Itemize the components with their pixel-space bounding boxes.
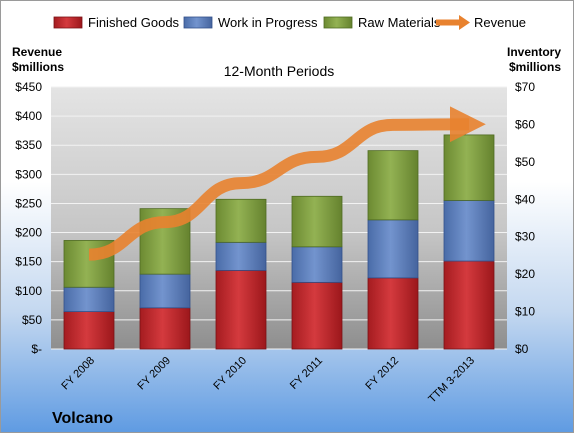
left-axis-ticks: $- $50 $100 $150 $200 $250 $300 $350 $400 $450 xyxy=(15,80,42,356)
left-tick-label: $150 xyxy=(15,255,42,269)
bar-work-in-progress xyxy=(215,241,267,271)
left-tick-label: $250 xyxy=(15,196,42,210)
legend-swatch xyxy=(53,16,83,29)
left-tick-label: $50 xyxy=(22,313,42,327)
legend-swatch xyxy=(323,16,353,29)
right-tick-label: $20 xyxy=(515,267,535,281)
bar-work-in-progress xyxy=(63,286,115,312)
right-tick-label: $30 xyxy=(515,230,535,244)
legend-label: Revenue xyxy=(474,15,526,30)
right-axis-label-line1: Inventory xyxy=(507,45,561,59)
legend-label: Work in Progress xyxy=(218,15,318,30)
plot-area xyxy=(51,87,507,349)
right-tick-label: $0 xyxy=(515,342,529,356)
bar-raw-materials xyxy=(367,150,419,221)
left-axis-label-line1: Revenue xyxy=(12,45,62,59)
bar-finished-goods xyxy=(63,311,115,350)
left-tick-label: $200 xyxy=(15,226,42,240)
right-tick-label: $50 xyxy=(515,155,535,169)
right-axis-ticks: $0 $10 $20 $30 $40 $50 $60 $70 xyxy=(515,80,535,356)
left-tick-label: $450 xyxy=(15,80,42,94)
bar-work-in-progress xyxy=(291,246,343,283)
bar-finished-goods xyxy=(367,277,419,350)
legend: Finished Goods Work in Progress Raw Materi… xyxy=(53,15,526,30)
left-tick-label: $100 xyxy=(15,284,42,298)
bars xyxy=(63,134,495,350)
bar-raw-materials xyxy=(215,198,267,243)
bar-work-in-progress xyxy=(367,219,419,279)
right-tick-label: $40 xyxy=(515,192,535,206)
right-axis-label-line2: $millions xyxy=(509,60,561,74)
legend-swatch-arrowhead xyxy=(459,15,470,30)
legend-swatch xyxy=(183,16,213,29)
bar-raw-materials xyxy=(443,134,495,201)
bar-finished-goods xyxy=(139,307,191,350)
legend-label: Raw Materials xyxy=(358,15,441,30)
gridlines xyxy=(51,86,507,350)
legend-label: Finished Goods xyxy=(88,15,180,30)
left-tick-label: $400 xyxy=(15,109,42,123)
right-tick-label: $70 xyxy=(515,80,535,94)
left-tick-label: $300 xyxy=(15,167,42,181)
chart-subtitle: 12-Month Periods xyxy=(224,63,335,79)
right-tick-label: $10 xyxy=(515,305,535,319)
left-axis-label-line2: $millions xyxy=(12,60,64,74)
bar-work-in-progress xyxy=(139,273,191,309)
bar-work-in-progress xyxy=(443,200,495,262)
bar-raw-materials xyxy=(291,195,343,248)
bar-finished-goods xyxy=(443,260,495,350)
revenue-series xyxy=(88,106,486,261)
bar-finished-goods xyxy=(291,281,343,350)
bar-finished-goods xyxy=(215,269,267,350)
company-name: Volcano xyxy=(52,410,113,427)
left-tick-label: $350 xyxy=(15,138,42,152)
left-tick-label: $- xyxy=(31,342,42,356)
revenue-line xyxy=(88,106,486,261)
right-tick-label: $60 xyxy=(515,117,535,131)
